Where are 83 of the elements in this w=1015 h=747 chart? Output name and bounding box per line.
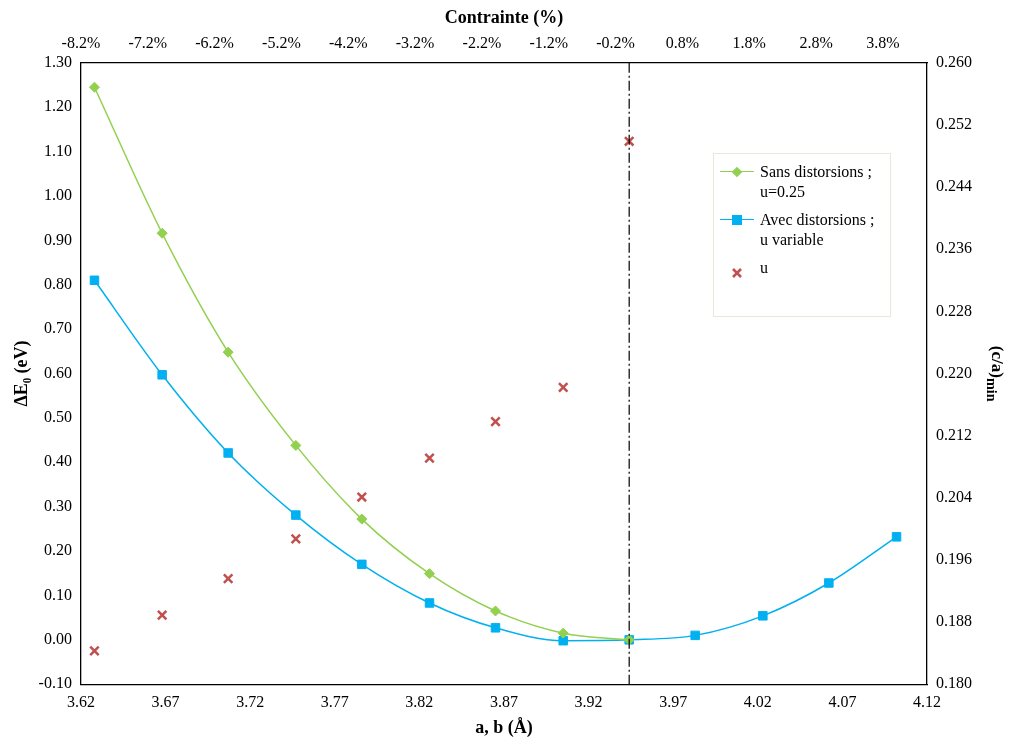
point bbox=[156, 609, 168, 621]
x-tick-label: 4.07 bbox=[828, 693, 857, 710]
point bbox=[88, 645, 100, 657]
y2-tick-label: 0.204 bbox=[936, 487, 972, 505]
x2-tick-label: -3.2% bbox=[395, 34, 435, 52]
point bbox=[356, 491, 368, 503]
point bbox=[891, 532, 902, 542]
legend-label: u bbox=[760, 257, 768, 278]
point bbox=[424, 568, 436, 580]
y2-tick-label: 0.244 bbox=[936, 177, 972, 195]
point bbox=[290, 439, 302, 451]
x-axis-title: a, b (Å) bbox=[475, 716, 533, 738]
x2-tick-label: -6.2% bbox=[195, 34, 234, 52]
x2-tick-label: 0.8% bbox=[665, 34, 700, 52]
x-tick-label: 3.97 bbox=[659, 693, 688, 710]
point bbox=[223, 448, 233, 458]
x-tick-label: 3.62 bbox=[66, 693, 95, 710]
y-tick-label: 1.20 bbox=[43, 97, 72, 115]
x-tick-label: 3.72 bbox=[236, 693, 265, 710]
y-tick-label: 1.10 bbox=[43, 141, 72, 159]
legend-label: Sans distorsions ; u=0.25 bbox=[760, 161, 873, 202]
y-tick-label: 0.60 bbox=[43, 363, 72, 381]
x-tick-label: 4.02 bbox=[743, 693, 772, 710]
x-tick-label: 3.87 bbox=[489, 693, 518, 710]
x-tick-label: 3.82 bbox=[405, 693, 434, 710]
x2-tick-label: 3.8% bbox=[866, 34, 900, 52]
x2-tick-label: -2.2% bbox=[462, 34, 502, 52]
x-tick-label: 3.77 bbox=[320, 693, 349, 710]
point bbox=[222, 573, 234, 585]
x-tick-label: 3.67 bbox=[151, 693, 180, 710]
y2-tick-label: 0.260 bbox=[936, 53, 972, 70]
y-tick-label: 0.20 bbox=[43, 541, 72, 559]
point bbox=[356, 513, 368, 525]
point bbox=[291, 510, 301, 520]
y-tick-label: 0.90 bbox=[43, 230, 72, 248]
x2-tick-label: -5.2% bbox=[262, 34, 301, 52]
y-tick-label: 0.30 bbox=[43, 496, 72, 514]
point bbox=[424, 452, 435, 464]
y-tick-label: 0.80 bbox=[43, 274, 72, 292]
point bbox=[290, 533, 302, 545]
point bbox=[758, 611, 768, 621]
y-tick-label: 0.00 bbox=[43, 630, 72, 648]
y-tick-label: 1.00 bbox=[43, 186, 72, 204]
point bbox=[490, 623, 501, 633]
x-tick-label: 4.12 bbox=[913, 693, 941, 710]
y-tick-label: 0.70 bbox=[43, 319, 72, 337]
y-tick-label: -0.10 bbox=[38, 674, 72, 692]
x2-tick-label: -7.2% bbox=[128, 34, 168, 52]
x2-tick-label: 1.8% bbox=[732, 34, 766, 52]
point bbox=[222, 346, 234, 358]
legend-label: Avec distorsions ; u variable bbox=[760, 209, 876, 250]
y-tick-label: 0.10 bbox=[43, 585, 72, 603]
point bbox=[490, 416, 501, 428]
y-tick-label: 0.40 bbox=[43, 452, 72, 470]
point bbox=[89, 275, 100, 286]
point bbox=[557, 381, 569, 393]
y-tick-label: 1.30 bbox=[43, 53, 72, 70]
x2-axis-title: Contrainte (%) bbox=[444, 7, 564, 29]
x2-tick-label: -1.2% bbox=[529, 34, 569, 52]
point bbox=[690, 630, 700, 641]
y2-tick-label: 0.228 bbox=[936, 301, 972, 319]
point bbox=[824, 578, 834, 588]
point bbox=[357, 559, 367, 570]
y2-tick-label: 0.180 bbox=[936, 674, 972, 692]
y2-tick-label: 0.236 bbox=[936, 239, 972, 257]
point bbox=[424, 598, 435, 608]
x2-tick-label: 2.8% bbox=[799, 34, 833, 52]
point bbox=[490, 605, 501, 617]
y-axis-title: ΔE₀ (eV) bbox=[11, 340, 33, 407]
point bbox=[157, 370, 167, 380]
point bbox=[156, 227, 168, 239]
x2-tick-label: -0.2% bbox=[596, 34, 635, 52]
y2-tick-label: 0.196 bbox=[936, 550, 972, 568]
y2-tick-label: 0.220 bbox=[936, 363, 972, 381]
y2-tick-label: 0.188 bbox=[936, 612, 972, 630]
y2-tick-label: 0.252 bbox=[936, 115, 972, 133]
point bbox=[557, 627, 569, 639]
y2-tick-label: 0.212 bbox=[936, 425, 972, 443]
y-tick-label: 0.50 bbox=[43, 408, 72, 426]
point bbox=[88, 81, 100, 93]
x2-tick-label: -4.2% bbox=[328, 34, 368, 52]
x-tick-label: 3.92 bbox=[574, 693, 603, 710]
x2-tick-label: -8.2% bbox=[61, 34, 101, 52]
